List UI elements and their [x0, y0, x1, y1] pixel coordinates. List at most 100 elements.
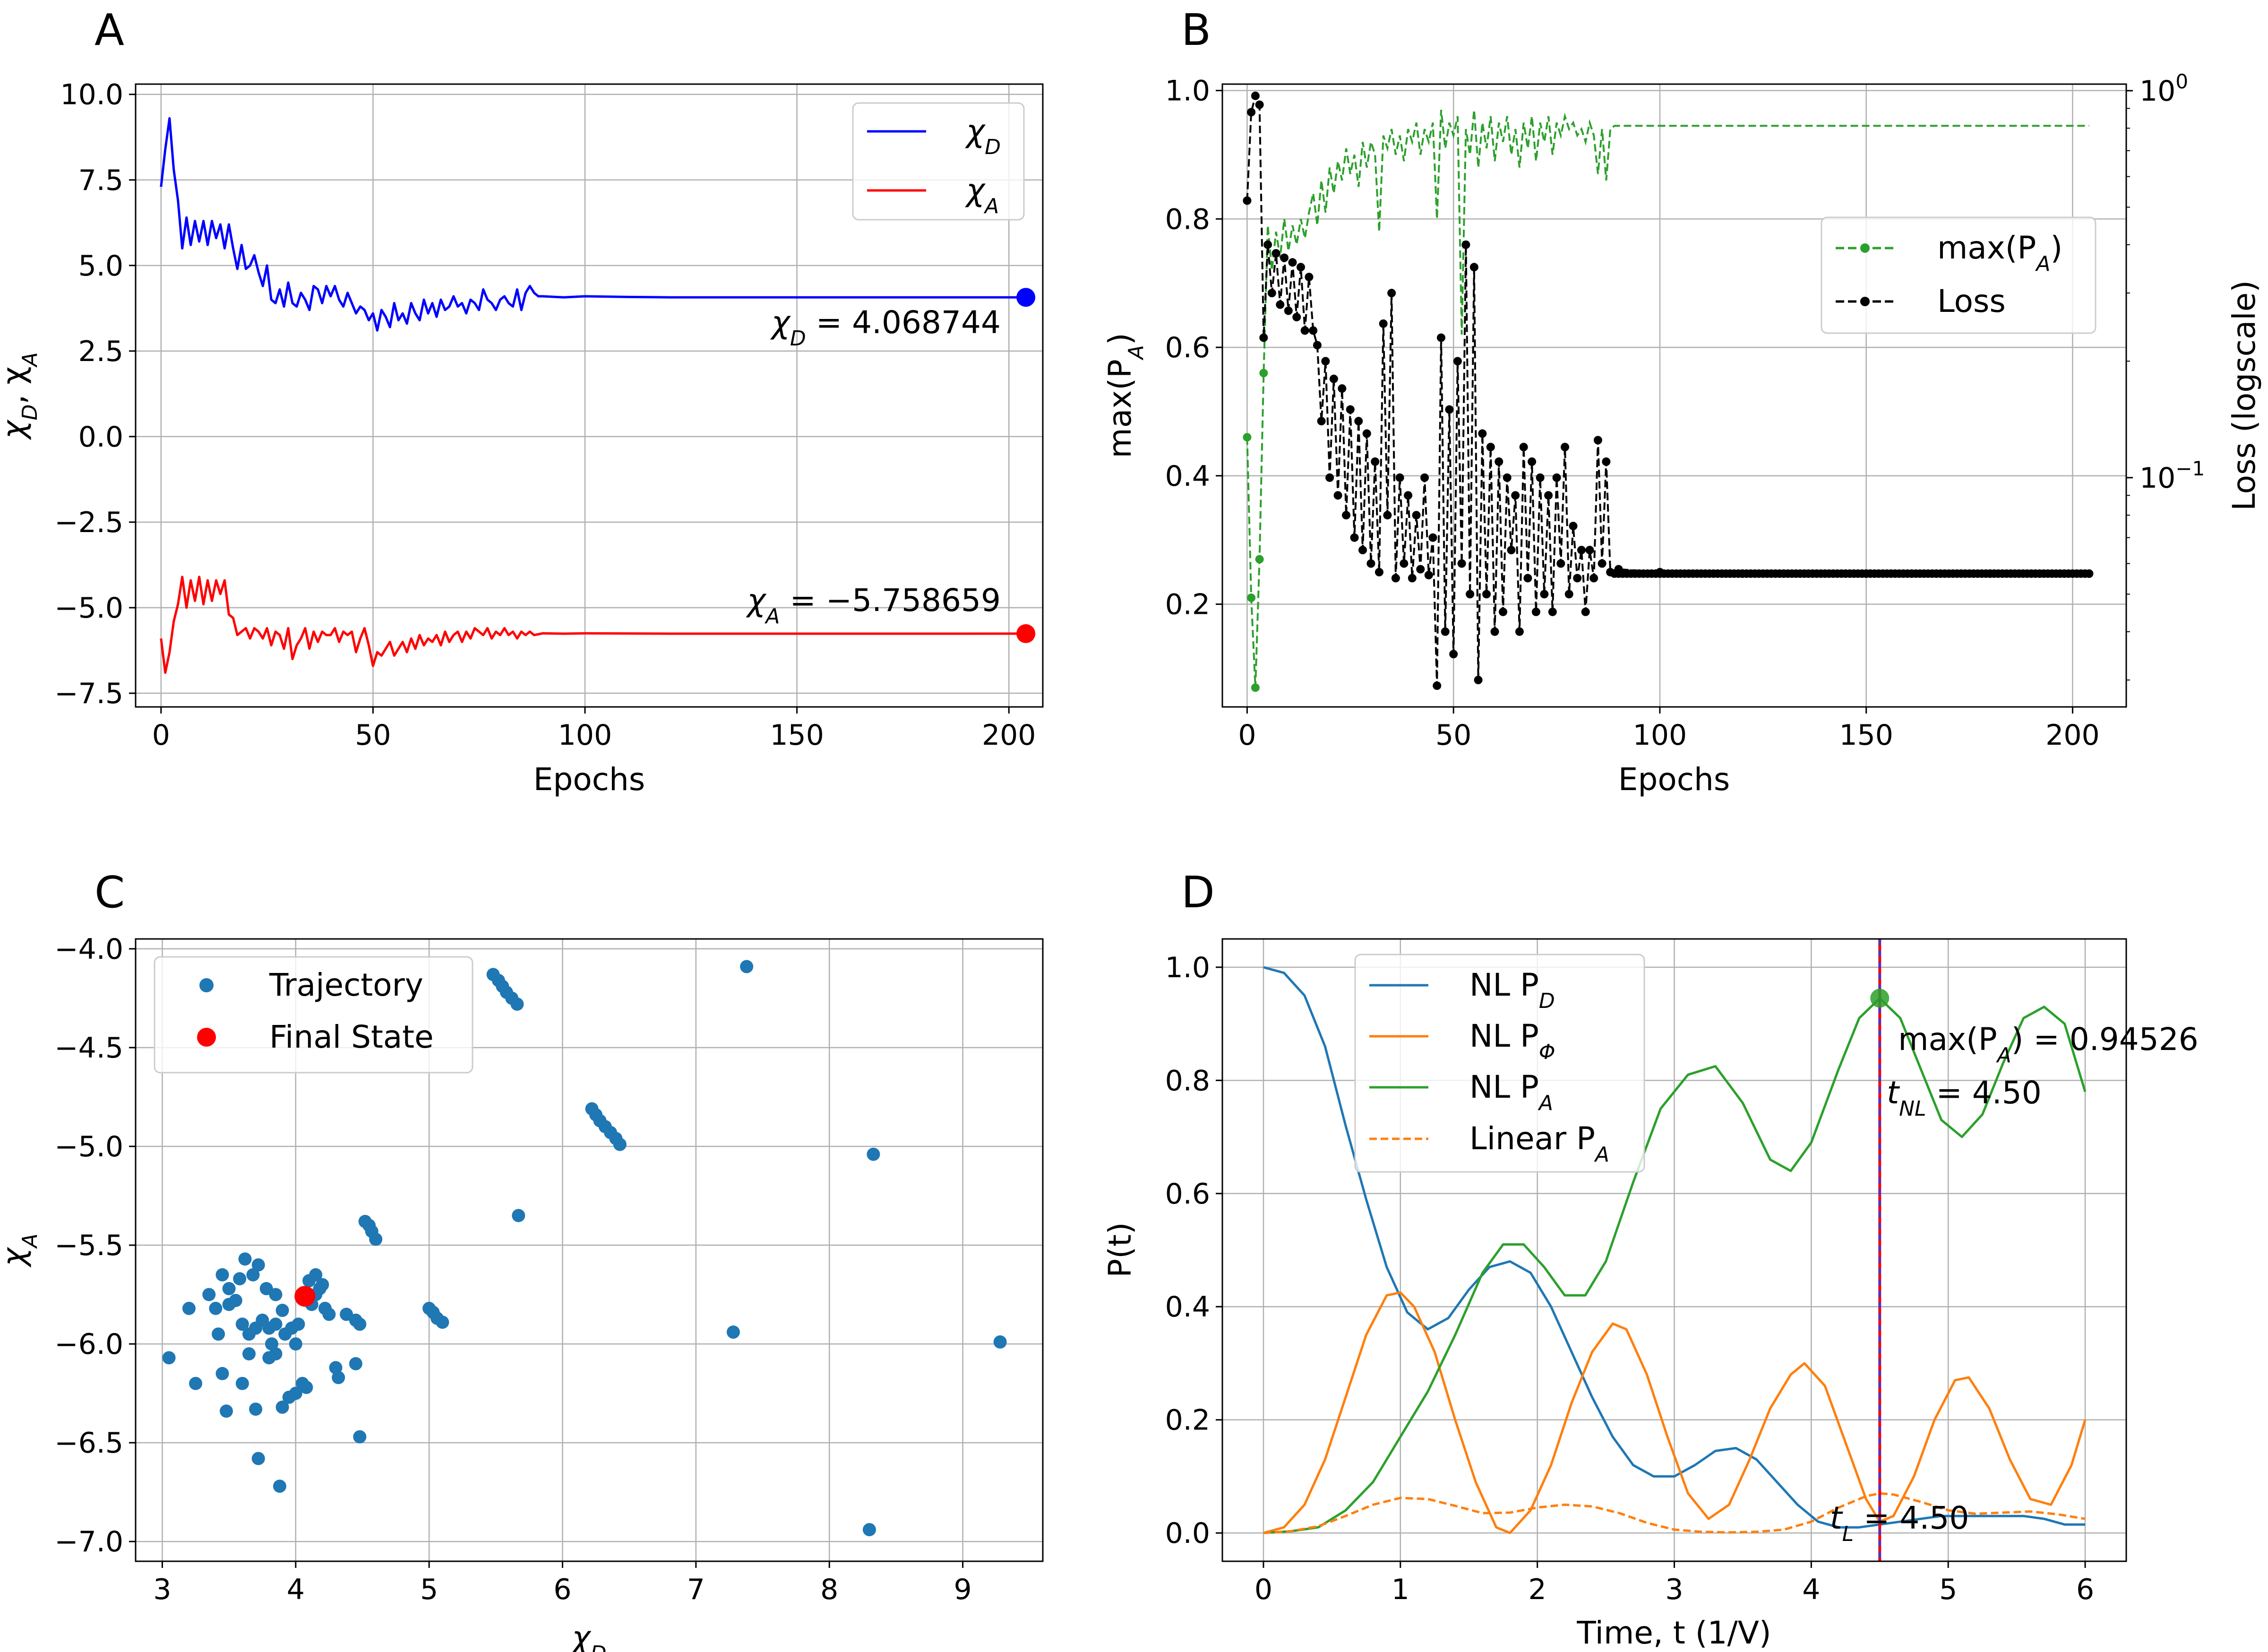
series-marker-loss	[1503, 473, 1512, 482]
series-marker-loss	[1519, 443, 1528, 452]
trajectory-point	[300, 1381, 313, 1394]
panel-c-ytick-label: −4.0	[54, 933, 123, 966]
panel-c-plot-area	[162, 960, 1007, 1537]
series-marker-loss	[1424, 571, 1433, 580]
panel-a-plot-area	[160, 117, 1036, 674]
trajectory-point	[182, 1301, 196, 1315]
panel-d-ytick-label: 0.2	[1165, 1404, 1210, 1437]
series-marker-loss	[1445, 405, 1454, 414]
series-marker-loss	[1461, 240, 1470, 249]
trajectory-point	[235, 1377, 249, 1390]
panel-a-grid	[136, 84, 1043, 707]
panel-a-xtick-label: 150	[770, 719, 824, 752]
trajectory-point	[162, 1351, 176, 1365]
trajectory-point	[251, 1452, 265, 1465]
series-line-linear-p-a	[1263, 1492, 2086, 1534]
series-marker-loss	[1338, 384, 1347, 393]
series-marker-loss	[1313, 341, 1322, 350]
panel-a-xtick-label: 100	[558, 719, 612, 752]
series-marker-loss	[1395, 473, 1404, 482]
series-marker-loss	[1400, 559, 1409, 568]
final-point-chi-a	[1016, 624, 1036, 643]
trajectory-point	[740, 960, 754, 973]
trajectory-point	[215, 1367, 229, 1380]
panel-a-ytick-label: −2.5	[54, 506, 123, 539]
series-marker-loss	[1267, 289, 1276, 298]
trajectory-point	[229, 1294, 242, 1308]
series-marker-loss	[1280, 253, 1289, 262]
series-marker-loss	[1263, 240, 1272, 249]
panel-c-frame	[135, 938, 1044, 1562]
panel-b-xtick-label: 150	[1839, 719, 1893, 752]
trajectory-point	[249, 1402, 263, 1416]
series-marker-loss	[1495, 457, 1503, 466]
series-marker-loss	[1507, 546, 1516, 555]
panel-a-xtick-label: 50	[355, 719, 391, 752]
trajectory-point	[322, 1308, 336, 1321]
trajectory-point	[209, 1301, 223, 1315]
annotation-chi-a-final: χA = −5.758659	[746, 582, 1001, 628]
series-marker-loss	[1350, 533, 1359, 542]
panel-a: A 0 50 100 150 200 10.0 7.5 5.0 2.5 0.0 −2.5 −5.0 −7…	[0, 5, 1044, 798]
series-marker-loss	[1362, 429, 1371, 438]
panel-c-xtick-label: 5	[420, 1573, 438, 1606]
series-marker-loss	[1284, 306, 1293, 315]
final-state-point	[294, 1286, 316, 1307]
trajectory-point	[269, 1347, 283, 1360]
panel-b-y2tick-label: 100	[2139, 70, 2188, 108]
series-marker-loss	[1552, 473, 1561, 482]
series-marker-loss	[1243, 196, 1252, 205]
series-marker-loss	[1482, 590, 1491, 599]
series-marker-loss	[1416, 565, 1425, 574]
series-marker-loss	[1515, 627, 1524, 636]
panel-d-xtick-label: 1	[1392, 1573, 1409, 1606]
trajectory-point	[512, 1209, 525, 1222]
panel-b-y2tick-label: 10−1	[2139, 457, 2205, 495]
panel-c-xtick-label: 7	[687, 1573, 705, 1606]
panel-d-ytick-label: 1.0	[1165, 951, 1210, 984]
trajectory-point	[353, 1430, 367, 1444]
panel-b-ylabel-right: Loss (logscale)	[2226, 280, 2262, 511]
trajectory-point	[353, 1317, 367, 1331]
series-marker-loss	[1383, 511, 1392, 520]
series-marker-loss	[1564, 590, 1573, 599]
panel-d-xtick-label: 6	[2076, 1573, 2094, 1606]
panel-c-ytick-label: −5.5	[54, 1229, 123, 1262]
panel-d-plot-area	[1263, 939, 2087, 1561]
series-marker-loss	[1333, 491, 1342, 500]
panel-c-ytick-label: −5.0	[54, 1130, 123, 1163]
annotation-t-nl: tNL = 4.50	[1887, 1075, 2042, 1121]
panel-a-ytick-label: 2.5	[78, 335, 123, 368]
trajectory-point	[238, 1252, 252, 1266]
series-marker-loss	[1561, 443, 1570, 452]
series-line-max-p-a	[1246, 110, 2089, 688]
trajectory-point	[212, 1327, 225, 1341]
series-marker-loss	[1276, 300, 1285, 309]
trajectory-point	[242, 1347, 256, 1360]
annotation-chi-d-final: χD = 4.068744	[770, 304, 1001, 351]
trajectory-point	[222, 1282, 236, 1296]
series-marker-loss	[1433, 681, 1442, 690]
panel-d-ytick-label: 0.6	[1165, 1178, 1210, 1211]
series-marker-loss	[1428, 533, 1437, 542]
series-marker-loss	[1441, 627, 1450, 636]
panel-c-legend-box	[154, 956, 473, 1074]
panel-b-xtick-label: 100	[1633, 719, 1687, 752]
series-marker-loss	[1420, 473, 1429, 482]
series-marker-loss	[1305, 273, 1314, 282]
series-marker-loss	[1342, 511, 1351, 520]
panel-a-ytick-label: −7.5	[54, 677, 123, 710]
series-marker-max-p-a	[1251, 683, 1260, 692]
legend-label-trajectory: Trajectory	[269, 967, 423, 1003]
panel-b-frame	[1221, 83, 2127, 708]
series-marker-loss	[1288, 258, 1297, 267]
legend-label-final-state: Final State	[269, 1019, 434, 1055]
trajectory-point	[726, 1325, 740, 1339]
panel-a-xtick-label: 0	[152, 719, 170, 752]
trajectory-point	[349, 1357, 362, 1370]
panel-a-letter: A	[94, 5, 124, 55]
panel-c-xlabel: χD	[571, 1619, 607, 1652]
legend-label-loss: Loss	[1937, 283, 2006, 319]
series-marker-loss	[1556, 559, 1565, 568]
